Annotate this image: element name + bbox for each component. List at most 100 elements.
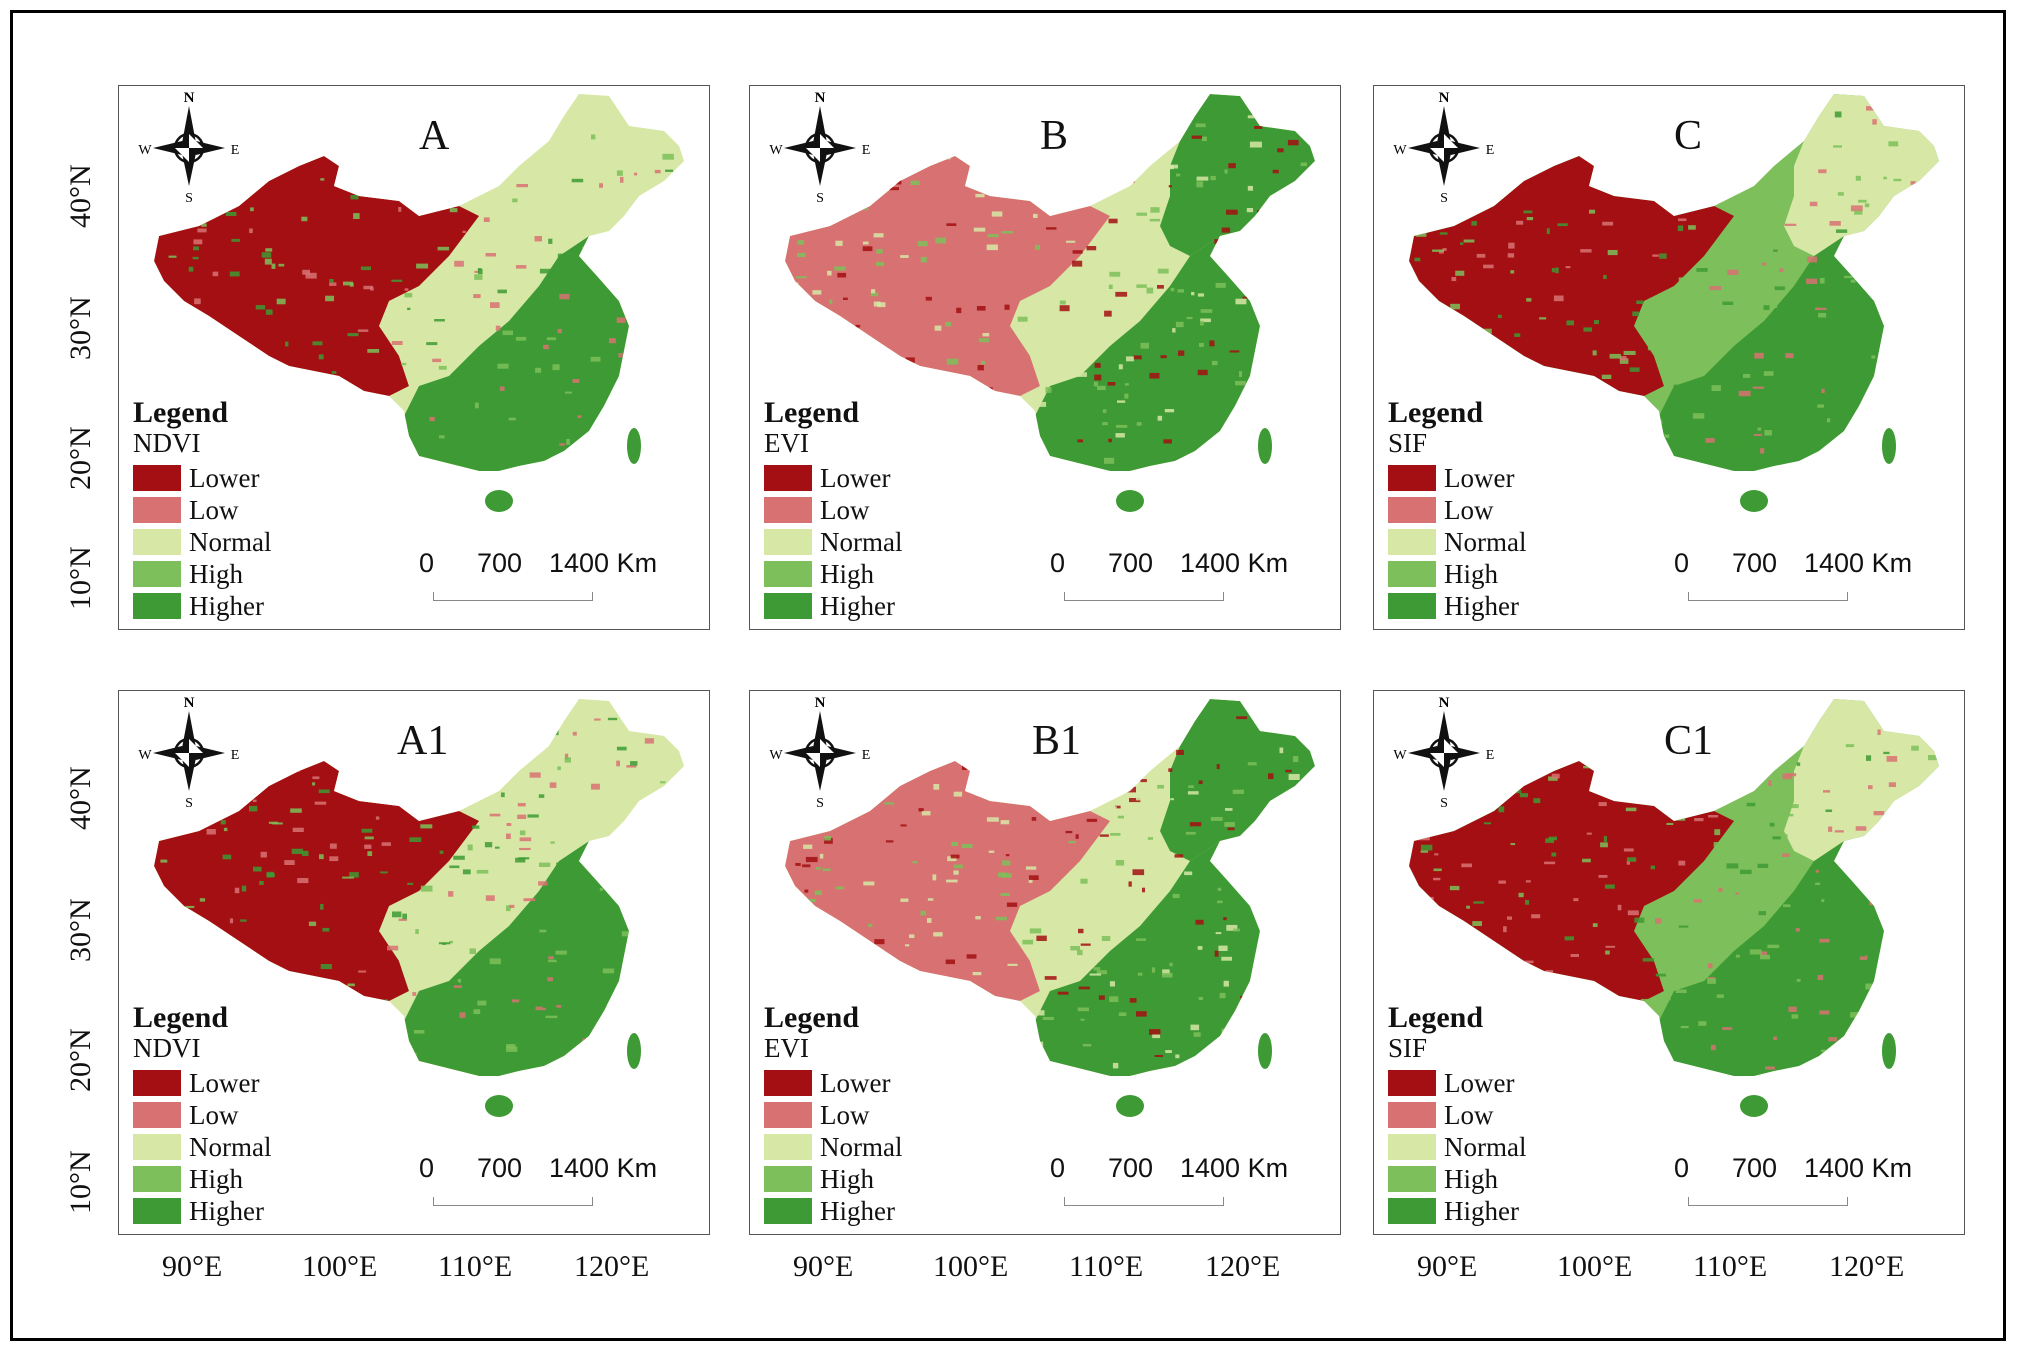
lat-tick-label: 20°N [64, 1028, 97, 1092]
lat-tick-label: 20°N [64, 426, 97, 490]
hainan-island [1740, 1095, 1768, 1117]
legend-label: Lower [1444, 1067, 1515, 1098]
svg-text:W: W [138, 748, 152, 763]
legend-swatch [133, 1070, 181, 1096]
scale-tick: 0 [1674, 1153, 1690, 1183]
north-arrow-icon: N S W E [769, 90, 870, 206]
legend-item: Low [764, 494, 902, 526]
scale-line [1064, 1197, 1224, 1206]
legend-title: Legend [764, 1001, 860, 1034]
legend-item: High [133, 558, 271, 590]
legend-label: Higher [1444, 590, 1519, 621]
lon-tick-label: 90°E [162, 1250, 223, 1283]
svg-text:W: W [1393, 748, 1407, 763]
scale-line [1688, 1197, 1848, 1206]
hainan-island [1116, 1095, 1144, 1117]
legend-label: Lower [1444, 462, 1515, 493]
lon-tick-label: 90°E [793, 1250, 854, 1283]
legend-title: Legend [133, 1001, 229, 1034]
legend-title: Legend [133, 396, 229, 429]
svg-text:N: N [815, 695, 826, 711]
north-arrow-icon: N S W E [1393, 90, 1494, 206]
hainan-island [1116, 490, 1144, 512]
legend: Legend NDVI Lower Low Normal High Higher [133, 1003, 271, 1227]
scale-tick: 700 [477, 548, 523, 578]
hainan-island [485, 1095, 513, 1117]
legend-swatch [1388, 1198, 1436, 1224]
svg-text:S: S [1440, 191, 1448, 206]
map-panel-b1: N S W E B1 Legend EVI Lower Low Normal High… [749, 690, 1341, 1235]
scale-tick: 1400 Km [1804, 1153, 1913, 1183]
lon-tick-label: 120°E [1829, 1250, 1905, 1283]
panel-label: B [1040, 113, 1069, 159]
legend-item: Higher [133, 590, 271, 622]
legend-title: Legend [1388, 396, 1484, 429]
scale-tick: 1400 Km [1804, 548, 1913, 578]
legend-swatch [764, 593, 812, 619]
lon-tick-label: 110°E [438, 1250, 513, 1283]
svg-text:E: E [231, 748, 240, 763]
scale-bar: 0 700 1400 Km [419, 548, 657, 608]
scale-line [1064, 592, 1224, 601]
scale-tick: 1400 Km [1180, 1153, 1289, 1183]
scale-tick: 0 [1050, 1153, 1066, 1183]
map-panel-a1: N S W E A1 Legend NDVI Lower Low Normal Hig… [118, 690, 710, 1235]
legend-item: Low [764, 1099, 902, 1131]
legend-item: Higher [133, 1195, 271, 1227]
scale-tick: 1400 Km [549, 548, 658, 578]
legend-swatch [764, 465, 812, 491]
legend-swatch [133, 1134, 181, 1160]
svg-text:W: W [138, 143, 152, 158]
scale-tick: 0 [1050, 548, 1066, 578]
legend-item: Low [133, 494, 271, 526]
legend-label: Low [189, 1099, 239, 1130]
svg-text:S: S [816, 796, 824, 811]
svg-text:S: S [1440, 796, 1448, 811]
legend-item: Higher [764, 590, 902, 622]
panel-label: A1 [397, 718, 449, 764]
lat-tick-label: 10°N [64, 1150, 97, 1214]
legend-variable: NDVI [133, 428, 201, 458]
scale-tick: 0 [1674, 548, 1690, 578]
north-arrow-icon: N S W E [138, 695, 240, 811]
legend-label: Normal [820, 526, 903, 557]
legend-swatch [764, 529, 812, 555]
north-arrow-icon: N S W E [1393, 695, 1494, 811]
legend-swatch [1388, 1070, 1436, 1096]
map-panel-a: N S W E A Legend NDVI Lower Low Normal High… [118, 85, 710, 630]
legend-title: Legend [1388, 1001, 1484, 1034]
legend-label: High [820, 1163, 874, 1194]
taiwan-island [1258, 428, 1272, 464]
scale-line [433, 592, 593, 601]
china-map [1409, 94, 1939, 512]
svg-text:W: W [769, 748, 783, 763]
legend-swatch [133, 497, 181, 523]
svg-text:N: N [184, 695, 195, 711]
legend-label: High [820, 558, 874, 589]
figure-frame [10, 10, 2006, 1341]
svg-text:E: E [862, 748, 871, 763]
svg-text:W: W [769, 143, 783, 158]
scale-bar: 0 700 1400 Km [1674, 548, 1912, 608]
legend-swatch [764, 1134, 812, 1160]
hainan-island [1740, 490, 1768, 512]
legend-label: Higher [189, 590, 264, 621]
legend-label: Low [820, 1099, 870, 1130]
china-map [785, 94, 1315, 512]
legend-variable: NDVI [133, 1033, 201, 1063]
north-arrow-icon: N S W E [138, 90, 239, 206]
legend-label: Low [820, 494, 870, 525]
legend-item: Lower [764, 462, 902, 494]
taiwan-island [627, 428, 641, 464]
legend-item: Higher [764, 1195, 902, 1227]
lat-tick-label: 10°N [64, 546, 97, 610]
lon-tick-label: 90°E [1417, 1250, 1478, 1283]
svg-text:W: W [1393, 143, 1407, 158]
scale-tick: 1400 Km [549, 1153, 658, 1183]
legend-label: Lower [820, 462, 891, 493]
china-map [154, 699, 684, 1117]
lon-tick-label: 100°E [302, 1250, 378, 1283]
scale-tick: 700 [477, 1153, 523, 1183]
scale-tick: 700 [1108, 548, 1154, 578]
lon-tick-label: 120°E [574, 1250, 650, 1283]
